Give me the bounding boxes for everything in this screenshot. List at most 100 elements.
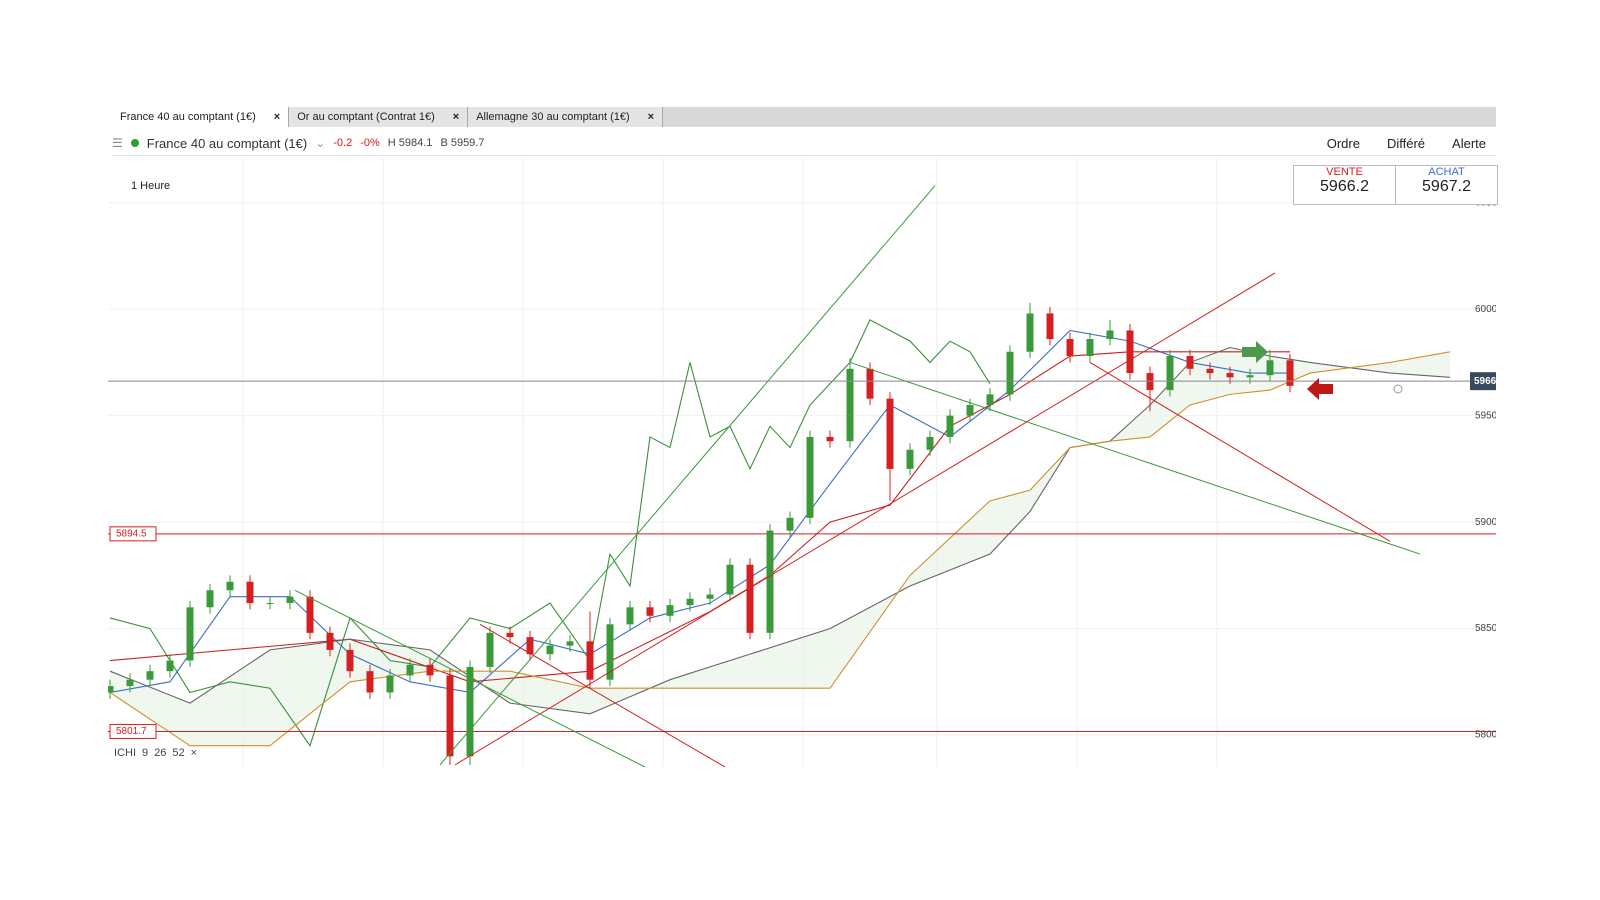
candle-body xyxy=(506,632,514,638)
candle-body xyxy=(1266,360,1274,376)
candle-body xyxy=(1206,368,1214,374)
sell-price: 5966.2 xyxy=(1320,178,1369,195)
button[interactable]: Ordre xyxy=(1326,135,1360,151)
tab[interactable]: Or au comptant (Contrat 1€) × xyxy=(289,107,469,127)
candle-body xyxy=(1086,338,1094,357)
indicator-param: 26 xyxy=(154,747,167,759)
candle-body xyxy=(286,596,294,604)
indicator-param: 9 xyxy=(142,747,149,759)
candle-body xyxy=(846,368,854,442)
candle-body xyxy=(906,449,914,469)
low: B 5959.7 xyxy=(440,137,485,149)
period[interactable]: 1 Heure xyxy=(131,180,171,192)
buy-label: ACHAT xyxy=(1428,166,1465,178)
trendline xyxy=(294,589,646,767)
close-icon[interactable]: × xyxy=(190,747,198,759)
tab-bar: France 40 au comptant (1€) × Or au compta… xyxy=(112,107,1496,127)
button[interactable]: Alerte xyxy=(1452,135,1486,151)
y-tick-label: 5850 xyxy=(1475,623,1498,634)
candle-body xyxy=(1126,330,1134,374)
indicator-line xyxy=(109,319,991,747)
candle-body xyxy=(826,436,834,442)
candle-body xyxy=(1006,351,1014,395)
candle-body xyxy=(426,664,434,676)
candle-body xyxy=(686,598,694,606)
tab[interactable]: France 40 au comptant (1€) × xyxy=(112,107,290,127)
candle-body xyxy=(108,686,114,693)
button[interactable]: Différé xyxy=(1386,135,1426,151)
trendline xyxy=(454,272,1276,766)
candle-body xyxy=(946,415,954,437)
instrument[interactable]: France 40 au comptant (1€) xyxy=(146,135,308,151)
candle-body xyxy=(566,641,574,646)
price-label-box xyxy=(1470,372,1496,391)
candle-body xyxy=(486,632,494,667)
y-tick-label: 5900 xyxy=(1475,517,1498,528)
sell[interactable]: VENTE 5966.2 xyxy=(1294,166,1395,204)
candle-body xyxy=(206,590,214,608)
axis: 5800585059005950600060505966.2 xyxy=(1470,197,1498,741)
menu-icon[interactable]: ☰ xyxy=(112,136,123,150)
level-label-box xyxy=(109,723,157,739)
candle-body xyxy=(726,564,734,595)
candle-body xyxy=(326,632,334,650)
change-pct: -0% xyxy=(360,137,380,149)
high: H 5984.1 xyxy=(387,137,433,149)
dropdown[interactable]: ⌄ xyxy=(315,136,326,150)
candle-body xyxy=(1226,373,1234,378)
indicator-name: ICHI xyxy=(114,747,136,759)
buy-price: 5967.2 xyxy=(1422,178,1471,195)
candle-body xyxy=(626,607,634,625)
level-label: 5894.5 xyxy=(116,528,147,539)
trendline xyxy=(439,185,936,766)
candle-body xyxy=(1246,375,1254,378)
candle-body xyxy=(406,664,414,676)
candle-body xyxy=(766,530,774,633)
candle-body xyxy=(146,671,154,680)
candle-body xyxy=(226,581,234,591)
handle[interactable] xyxy=(1393,384,1403,394)
trendline xyxy=(849,361,1421,555)
status-dot xyxy=(130,139,139,147)
candle-body xyxy=(606,624,614,680)
candle-body xyxy=(926,436,934,450)
tab-label: Allemagne 30 au comptant (1€) xyxy=(476,111,630,123)
y-tick-label: 5800 xyxy=(1475,730,1498,741)
candle-body xyxy=(966,405,974,416)
level-label: 5801.7 xyxy=(116,726,147,737)
candle-body xyxy=(166,660,174,672)
candle-body xyxy=(1106,330,1114,339)
candle-body xyxy=(586,641,594,680)
candle-body xyxy=(866,368,874,399)
y-tick-label: 5950 xyxy=(1475,410,1498,421)
candle-body xyxy=(386,675,394,693)
candle-body xyxy=(1066,338,1074,357)
arrow-right xyxy=(1242,341,1268,363)
change: -0.2 xyxy=(333,137,353,149)
candle-body xyxy=(1046,313,1054,339)
candle-body xyxy=(126,679,134,687)
close-icon[interactable]: × xyxy=(647,111,655,123)
y-tick-label: 6000 xyxy=(1475,304,1498,315)
candle-body xyxy=(886,398,894,469)
arrow-left xyxy=(1307,378,1333,400)
tab-label: France 40 au comptant (1€) xyxy=(120,111,256,123)
indicator: ICHI 9 26 52 × xyxy=(114,747,198,759)
indicator-line xyxy=(109,351,1290,683)
candle-body xyxy=(306,596,314,633)
actions: Ordre Différé Alerte xyxy=(1327,136,1496,151)
candle-body xyxy=(446,675,454,757)
quote-box: VENTE 5966.2 ACHAT 5967.2 xyxy=(1293,165,1498,205)
toolbar: ☰ France 40 au comptant (1€) ⌄ -0.2 -0% … xyxy=(112,131,1496,156)
close-icon[interactable]: × xyxy=(273,111,281,123)
candle-body xyxy=(546,645,554,655)
indicator-param: 52 xyxy=(172,747,185,759)
close-icon[interactable]: × xyxy=(452,111,460,123)
tab[interactable]: Allemagne 30 au comptant (1€) × xyxy=(468,107,664,127)
buy[interactable]: ACHAT 5967.2 xyxy=(1395,166,1497,204)
level-label-box xyxy=(109,526,157,542)
candle-body xyxy=(346,649,354,672)
sell-label: VENTE xyxy=(1326,166,1363,178)
